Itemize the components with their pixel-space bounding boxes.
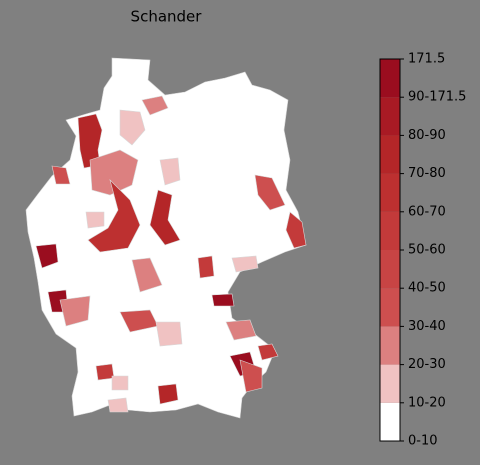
region: [95, 363, 115, 381]
region: [85, 211, 105, 229]
map-title: Schander: [131, 8, 203, 26]
colorbar: 0-10 10-20 20-30 30-40 40-50 50-60 60-70 70-80 8…: [379, 52, 466, 449]
colorbar-segment: [380, 173, 400, 212]
colorbar-label: 20-30: [408, 357, 446, 372]
region: [285, 211, 307, 249]
colorbar-segment: [380, 402, 400, 441]
region: [211, 293, 235, 307]
region: [107, 397, 129, 413]
region: [197, 255, 215, 279]
colorbar-label: 50-60: [408, 243, 446, 258]
colorbar-label: 0-10: [408, 434, 438, 449]
region: [51, 165, 71, 185]
region: [119, 109, 146, 146]
region: [35, 243, 59, 269]
colorbar-label: 40-50: [408, 281, 446, 296]
germany-map: [25, 57, 307, 419]
colorbar-label: 80-90: [408, 128, 446, 143]
colorbar-segment: [380, 288, 400, 327]
colorbar-segment: [380, 135, 400, 174]
colorbar-segment: [380, 211, 400, 250]
region: [159, 157, 181, 186]
region: [141, 95, 169, 116]
colorbar-label: 171.5: [408, 52, 445, 67]
region: [155, 321, 183, 347]
region: [225, 319, 257, 341]
region: [157, 383, 179, 405]
region: [131, 257, 163, 293]
region: [59, 295, 91, 327]
region: [239, 359, 263, 393]
region: [111, 375, 129, 391]
region: [89, 149, 139, 196]
region: [149, 189, 181, 246]
colorbar-label: 10-20: [408, 395, 446, 410]
colorbar-label: 90-171.5: [408, 90, 466, 105]
region: [231, 255, 259, 273]
colorbar-segment: [380, 59, 400, 98]
colorbar-segment: [380, 364, 400, 403]
colorbar-segment: [380, 250, 400, 289]
region: [257, 343, 279, 361]
colorbar-label: 60-70: [408, 204, 446, 219]
region: [254, 174, 286, 211]
colorbar-segment: [380, 326, 400, 365]
colorbar-segment: [380, 97, 400, 136]
colorbar-label: 30-40: [408, 319, 446, 334]
colorbar-label: 70-80: [408, 166, 446, 181]
region: [87, 178, 141, 253]
